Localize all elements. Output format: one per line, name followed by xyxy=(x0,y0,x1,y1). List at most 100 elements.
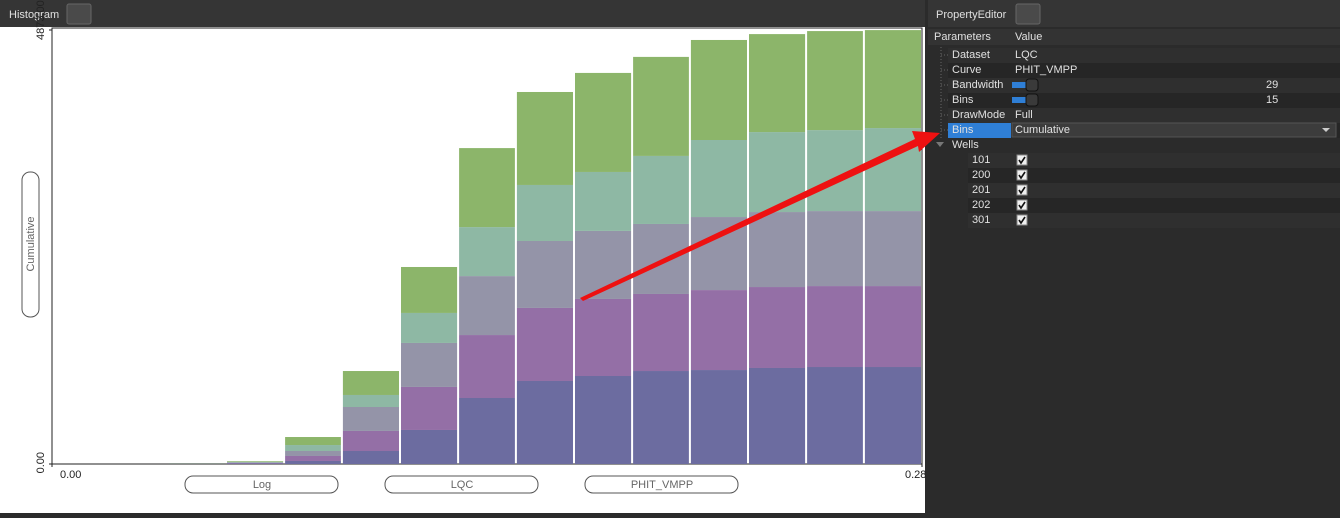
bar-segment xyxy=(691,370,747,464)
property-name: Bins xyxy=(952,124,974,136)
float-button[interactable] xyxy=(1016,4,1040,24)
well-name: 101 xyxy=(972,154,990,166)
bar-segment xyxy=(691,40,747,140)
group-label: Wells xyxy=(952,139,979,151)
bar-segment xyxy=(343,431,399,451)
bar-segment xyxy=(865,211,921,286)
bar-segment xyxy=(807,31,863,130)
bar-segment xyxy=(401,430,457,464)
bar-segment xyxy=(575,299,631,376)
bar-segment xyxy=(575,376,631,464)
bar-segment xyxy=(227,463,283,464)
y-mode-label[interactable]: Cumulative xyxy=(25,216,37,271)
bar-segment xyxy=(517,381,573,464)
bar-segment xyxy=(343,407,399,431)
float-button[interactable] xyxy=(67,4,91,24)
column-title: Parameters xyxy=(934,31,991,43)
checkbox[interactable] xyxy=(1017,155,1027,165)
bar-segment xyxy=(807,211,863,286)
well-name: 301 xyxy=(972,214,990,226)
bar-segment xyxy=(227,462,283,463)
checkbox[interactable] xyxy=(1017,215,1027,225)
bar-segment xyxy=(749,34,805,132)
bar-segment xyxy=(285,456,341,461)
bar-segment xyxy=(285,461,341,464)
bar-segment xyxy=(459,398,515,464)
bar-segment xyxy=(459,335,515,398)
bar-segment xyxy=(633,57,689,156)
bar-segment xyxy=(517,185,573,241)
bar-segment xyxy=(865,286,921,367)
row xyxy=(948,63,1340,78)
bar-segment xyxy=(807,286,863,367)
bar-segment xyxy=(227,463,283,464)
bar-segment xyxy=(227,461,283,462)
bar-segment xyxy=(517,92,573,185)
bar-segment xyxy=(633,224,689,294)
x-tick-label: 0.28 xyxy=(905,469,926,481)
property-value: PHIT_VMPP xyxy=(1015,64,1077,76)
checkbox[interactable] xyxy=(1017,170,1027,180)
y-tick-label: 4873.00 xyxy=(35,0,47,40)
slider-knob[interactable] xyxy=(1026,79,1038,91)
bar-segment xyxy=(459,227,515,276)
bar-segment xyxy=(691,140,747,217)
property-name: Curve xyxy=(952,64,981,76)
bar-segment xyxy=(517,241,573,308)
bar-segment xyxy=(575,172,631,231)
bar-segment xyxy=(401,267,457,313)
well-name: 202 xyxy=(972,199,990,211)
bar-segment xyxy=(401,313,457,343)
bar-segment xyxy=(865,30,921,128)
bar-segment xyxy=(343,371,399,395)
bar-segment xyxy=(575,73,631,172)
x-mode-label[interactable]: PHIT_VMPP xyxy=(631,479,693,491)
property-name: Dataset xyxy=(952,49,990,61)
bar-segment xyxy=(749,212,805,287)
row xyxy=(948,93,1340,108)
x-mode-label[interactable]: LQC xyxy=(451,479,474,491)
row xyxy=(948,48,1340,63)
property-value: 15 xyxy=(1266,94,1278,106)
property-value: 29 xyxy=(1266,79,1278,91)
bar-segment xyxy=(401,387,457,430)
property-value: LQC xyxy=(1015,49,1038,61)
row xyxy=(948,108,1340,123)
bar-segment xyxy=(285,445,341,451)
checkbox[interactable] xyxy=(1017,185,1027,195)
slider-knob[interactable] xyxy=(1026,94,1038,106)
bar-segment xyxy=(691,290,747,370)
bar-segment xyxy=(459,276,515,335)
property-value[interactable]: Cumulative xyxy=(1015,124,1070,136)
bar-segment xyxy=(343,395,399,407)
bar-segment xyxy=(285,451,341,456)
well-name: 200 xyxy=(972,169,990,181)
bar-segment xyxy=(285,437,341,445)
bar-segment xyxy=(633,371,689,464)
bar-segment xyxy=(401,343,457,387)
property-name: Bins xyxy=(952,94,974,106)
bar-segment xyxy=(633,294,689,371)
x-mode-label[interactable]: Log xyxy=(253,479,271,491)
bar-segment xyxy=(749,368,805,464)
bar-segment xyxy=(343,451,399,464)
property-name: Bandwidth xyxy=(952,79,1003,91)
well-name: 201 xyxy=(972,184,990,196)
property-tree: Parameters Value Dataset LQC Curve PHIT_VMPP B… xyxy=(928,29,1340,228)
bar-segment xyxy=(227,462,283,463)
bar-segment xyxy=(807,367,863,464)
bar-segment xyxy=(459,148,515,227)
property-value: Full xyxy=(1015,109,1033,121)
row xyxy=(948,78,1340,93)
bar-segment xyxy=(749,287,805,368)
column-title: Value xyxy=(1015,31,1042,43)
y-tick-label: 0.00 xyxy=(35,452,47,473)
x-tick-label: 0.00 xyxy=(60,469,81,481)
bar-segment xyxy=(633,156,689,224)
histogram-header xyxy=(0,0,925,27)
checkbox[interactable] xyxy=(1017,200,1027,210)
property-name: DrawMode xyxy=(952,109,1005,121)
bar-segment xyxy=(517,308,573,381)
